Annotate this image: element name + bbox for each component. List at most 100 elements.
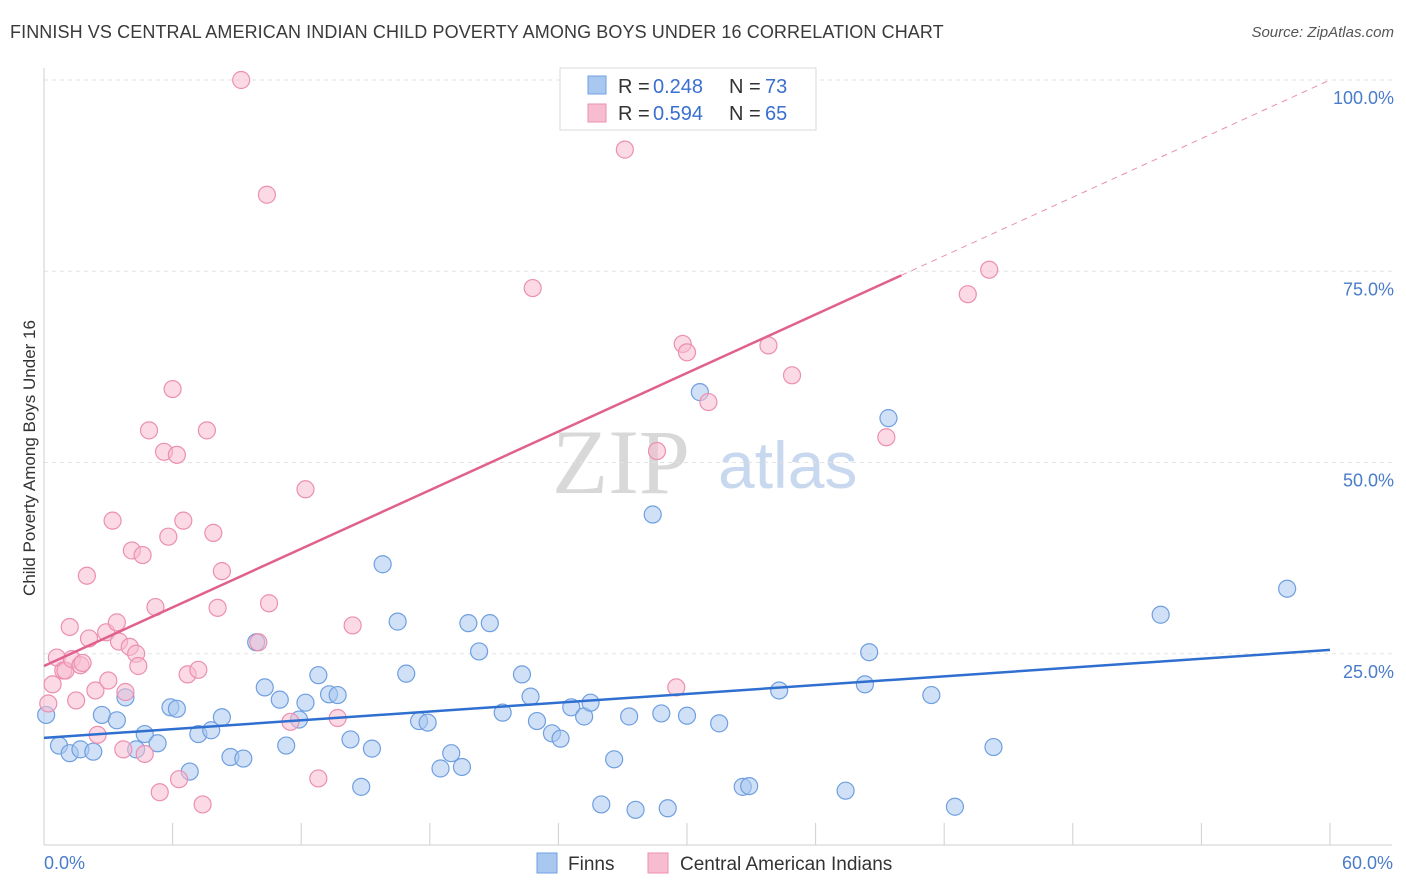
x-tick-labels: 0.0% 60.0% xyxy=(44,853,1393,873)
point-finns-27 xyxy=(328,685,347,705)
y-tick-label-3: 100.0% xyxy=(1333,88,1394,108)
point-central-american-indians-51 xyxy=(343,616,362,635)
y-axis-label: Child Poverty Among Boys Under 16 xyxy=(20,320,39,596)
y-tick-label-1: 50.0% xyxy=(1343,471,1394,491)
bottom-legend-swatch-finns xyxy=(536,852,558,874)
point-finns-51 xyxy=(592,795,611,814)
point-central-american-indians-39 xyxy=(197,421,216,440)
point-central-american-indians-63 xyxy=(958,285,977,304)
watermark-atlas: atlas xyxy=(718,428,857,502)
point-central-american-indians-19 xyxy=(114,740,133,759)
point-finns-42 xyxy=(493,703,512,722)
point-finns-10 xyxy=(148,734,167,753)
point-finns-33 xyxy=(397,664,416,683)
point-central-american-indians-48 xyxy=(296,480,315,499)
point-finns-44 xyxy=(521,687,540,706)
point-central-american-indians-45 xyxy=(257,185,277,204)
point-finns-60 xyxy=(710,714,729,733)
legend-n-label-1: N = xyxy=(729,103,761,125)
point-finns-62 xyxy=(740,776,759,796)
point-finns-72 xyxy=(1278,579,1297,598)
point-central-american-indians-12 xyxy=(86,681,105,700)
x-tick-label-0: 0.0% xyxy=(44,853,85,873)
y-tick-labels: 25.0% 50.0% 75.0% 100.0% xyxy=(1333,88,1394,682)
point-central-american-indians-37 xyxy=(189,660,208,679)
point-finns-35 xyxy=(418,713,437,732)
point-central-american-indians-52 xyxy=(523,278,542,298)
point-finns-71 xyxy=(1151,605,1170,624)
legend-r-value-1: 0.594 xyxy=(653,103,703,125)
point-finns-22 xyxy=(277,736,296,755)
point-central-american-indians-55 xyxy=(667,678,686,697)
point-finns-69 xyxy=(945,797,965,816)
point-finns-39 xyxy=(459,614,478,633)
point-finns-29 xyxy=(352,777,371,796)
point-central-american-indians-27 xyxy=(139,421,159,440)
point-central-american-indians-1 xyxy=(43,675,62,694)
point-finns-28 xyxy=(341,730,360,749)
point-finns-24 xyxy=(296,693,315,712)
point-central-american-indians-54 xyxy=(647,441,667,461)
point-central-american-indians-26 xyxy=(135,744,154,764)
point-finns-37 xyxy=(442,744,461,763)
point-central-american-indians-5 xyxy=(60,617,79,637)
point-central-american-indians-58 xyxy=(699,392,718,412)
point-central-american-indians-61 xyxy=(782,366,802,385)
point-central-american-indians-57 xyxy=(677,343,697,362)
point-finns-54 xyxy=(626,800,645,819)
point-finns-52 xyxy=(605,750,624,769)
point-central-american-indians-16 xyxy=(103,511,122,530)
point-finns-55 xyxy=(643,505,662,524)
point-central-american-indians-40 xyxy=(204,523,223,542)
point-central-american-indians-33 xyxy=(167,445,186,464)
point-central-american-indians-17 xyxy=(107,613,126,632)
x-tick-label-1: 60.0% xyxy=(1342,853,1393,873)
point-central-american-indians-64 xyxy=(980,260,999,279)
point-finns-21 xyxy=(270,690,289,709)
point-finns-32 xyxy=(388,612,407,631)
point-central-american-indians-43 xyxy=(232,70,251,90)
legend-r-label-0: R = xyxy=(618,76,650,98)
legend-r-value-0: 0.248 xyxy=(653,76,703,98)
point-finns-4 xyxy=(84,742,103,761)
point-finns-40 xyxy=(469,642,489,661)
point-central-american-indians-29 xyxy=(150,783,169,802)
point-central-american-indians-7 xyxy=(67,691,86,710)
trend-lines xyxy=(43,79,1331,740)
point-finns-30 xyxy=(362,739,382,758)
point-central-american-indians-0 xyxy=(39,694,58,713)
point-central-american-indians-35 xyxy=(174,511,193,530)
chart-source: Source: ZipAtlas.com xyxy=(1251,24,1394,41)
point-central-american-indians-41 xyxy=(208,598,227,617)
point-finns-18 xyxy=(234,749,253,768)
legend-swatch-finns xyxy=(587,75,607,95)
point-finns-50 xyxy=(581,693,600,712)
series-central-american-indians-points xyxy=(39,70,999,814)
point-central-american-indians-46 xyxy=(259,594,279,613)
bottom-legend-label-finns: Finns xyxy=(568,854,614,875)
point-central-american-indians-10 xyxy=(77,566,96,585)
point-finns-41 xyxy=(480,614,499,633)
point-central-american-indians-38 xyxy=(193,795,212,814)
trend-line-finns xyxy=(43,648,1331,740)
point-finns-38 xyxy=(452,757,472,777)
point-finns-6 xyxy=(107,711,126,730)
point-finns-36 xyxy=(431,759,450,778)
point-finns-53 xyxy=(620,707,639,726)
legend-n-value-0: 73 xyxy=(765,76,787,98)
y-tick-label-2: 75.0% xyxy=(1343,279,1394,299)
point-finns-56 xyxy=(652,704,671,723)
point-finns-31 xyxy=(373,555,392,574)
point-finns-45 xyxy=(527,711,547,731)
point-finns-63 xyxy=(770,681,789,700)
point-central-american-indians-32 xyxy=(163,379,182,399)
point-finns-16 xyxy=(212,708,231,727)
point-finns-58 xyxy=(677,706,697,725)
point-finns-70 xyxy=(984,737,1003,757)
bottom-legend: Finns Central American Indians xyxy=(536,852,892,875)
point-central-american-indians-31 xyxy=(159,527,178,546)
point-finns-65 xyxy=(855,675,874,694)
point-central-american-indians-53 xyxy=(615,140,634,159)
point-finns-67 xyxy=(879,409,898,428)
bottom-legend-swatch-central-american-indians xyxy=(647,852,669,874)
